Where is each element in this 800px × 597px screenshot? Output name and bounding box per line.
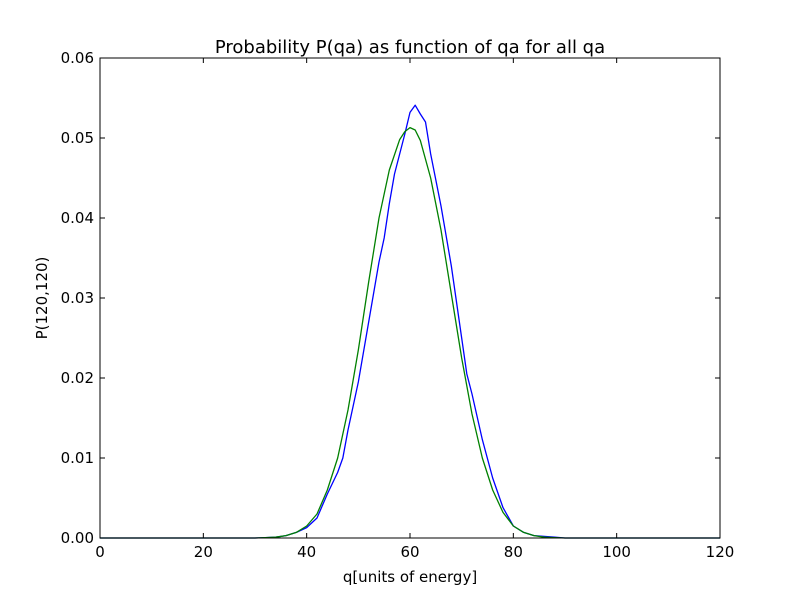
x-tick-label: 20 xyxy=(194,543,213,561)
x-tick-label: 100 xyxy=(602,543,631,561)
y-axis-label: P(120,120) xyxy=(33,257,51,340)
y-tick-label: 0.06 xyxy=(61,49,94,67)
y-tick-label: 0.01 xyxy=(61,449,94,467)
y-tick-label: 0.05 xyxy=(61,129,94,147)
y-tick-label: 0.04 xyxy=(61,209,94,227)
y-tick-label: 0.02 xyxy=(61,369,94,387)
series-line-2 xyxy=(100,126,720,539)
x-tick-label: 80 xyxy=(504,543,523,561)
y-tick-label: 0.03 xyxy=(61,289,94,307)
x-tick-label: 120 xyxy=(706,543,735,561)
y-tick-label: 0.00 xyxy=(61,529,94,547)
chart-title: Probability P(qa) as function of qa for … xyxy=(215,37,605,58)
x-tick-label: 0 xyxy=(95,543,105,561)
tick-layer: 0 20 40 60 80 100 120 0.00 0.01 0.02 0.03 0.04 0.05 0… xyxy=(61,49,735,561)
series-layer xyxy=(100,104,720,539)
x-tick-label: 40 xyxy=(297,543,316,561)
x-tick-label: 60 xyxy=(400,543,419,561)
x-axis-label: q[units of energy] xyxy=(343,568,477,586)
